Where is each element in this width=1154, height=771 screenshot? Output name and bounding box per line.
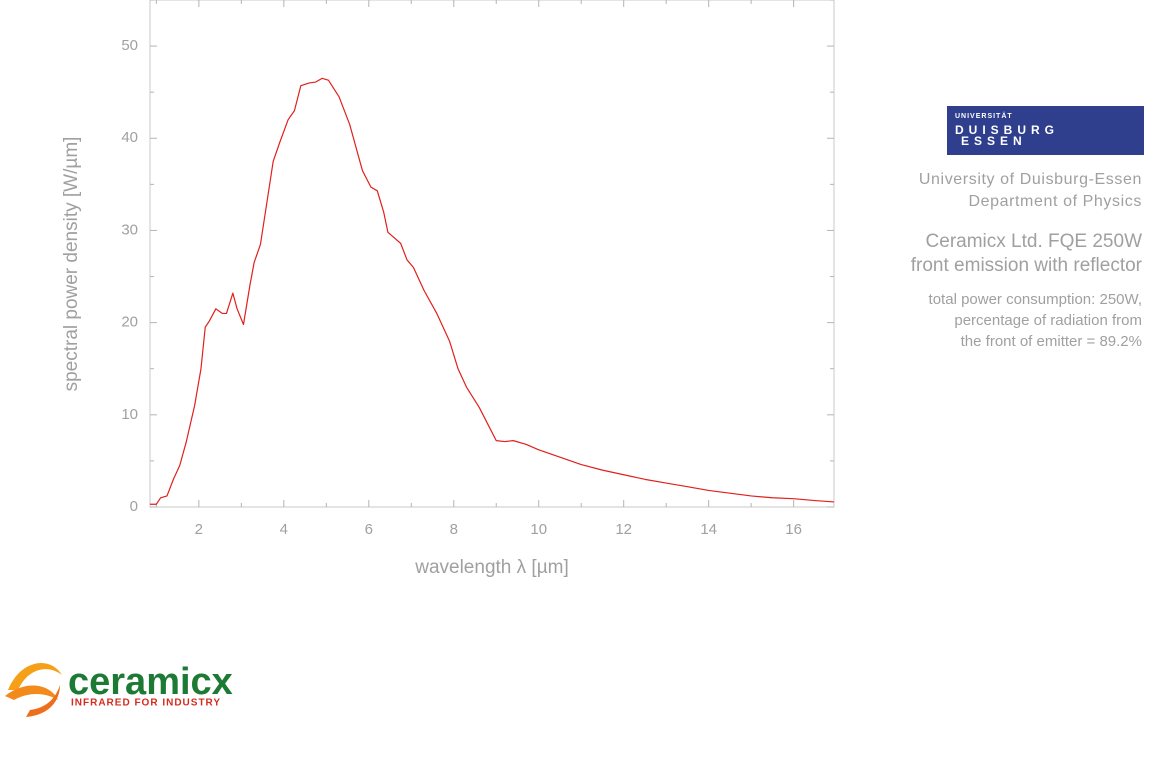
logo-text: UNIVERSITÄT xyxy=(955,112,1013,120)
x-tick-label: 6 xyxy=(365,521,373,538)
swoosh xyxy=(5,685,58,700)
x-tick-label: 2 xyxy=(195,521,203,538)
x-tick-label: 12 xyxy=(615,521,632,538)
note-line: the front of emitter = 89.2% xyxy=(961,333,1142,350)
y-tick-label: 10 xyxy=(121,406,138,423)
product-line: Ceramicx Ltd. FQE 250W xyxy=(926,231,1143,252)
y-tick-label: 50 xyxy=(121,37,138,54)
y-tick-label: 30 xyxy=(121,221,138,238)
x-tick-label: 4 xyxy=(280,521,288,538)
y-tick-label: 0 xyxy=(130,498,138,515)
swoosh xyxy=(8,663,62,690)
university-logo xyxy=(947,106,1144,155)
logo-text: DUISBURG xyxy=(955,123,1059,137)
x-tick-label: 14 xyxy=(700,521,717,538)
brand-logo: ceramicx INFRARED FOR INDUSTRY xyxy=(5,661,233,717)
x-tick-label: 16 xyxy=(785,521,802,538)
note-line: total power consumption: 250W, xyxy=(929,291,1142,308)
university-line: Department of Physics xyxy=(968,193,1142,210)
brand-tagline: INFRARED FOR INDUSTRY xyxy=(71,698,221,709)
x-axis-label: wavelength λ [µm] xyxy=(414,557,569,578)
swoosh xyxy=(26,685,60,717)
plot-frame xyxy=(149,0,835,508)
y-tick-label: 40 xyxy=(121,129,138,146)
logo-text: ESSEN xyxy=(961,134,1027,148)
x-tick-label: 8 xyxy=(450,521,458,538)
y-tick-label: 20 xyxy=(121,314,138,331)
university-line: University of Duisburg-Essen xyxy=(919,171,1142,188)
spectrum-line xyxy=(150,77,835,505)
note-line: percentage of radiation from xyxy=(954,312,1142,329)
brand-name: ceramicx xyxy=(68,661,233,703)
y-axis-label: spectral power density [W/µm] xyxy=(61,137,82,392)
product-line: front emission with reflector xyxy=(911,255,1143,276)
x-tick-label: 10 xyxy=(530,521,547,538)
